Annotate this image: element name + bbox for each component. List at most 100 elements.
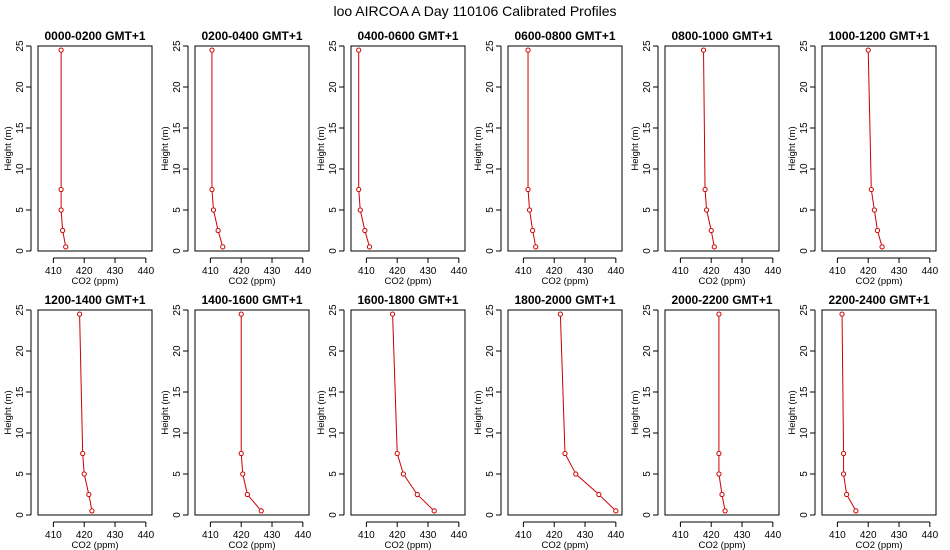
plot-frame xyxy=(37,309,153,516)
x-tick-label: 420 xyxy=(860,266,877,277)
x-tick-label: 430 xyxy=(734,266,751,277)
y-axis-label: Height (m) xyxy=(473,390,484,434)
y-tick-label: 20 xyxy=(485,345,496,357)
y-tick-label: 10 xyxy=(799,427,810,439)
y-tick-label: 5 xyxy=(642,207,653,213)
y-tick-label: 10 xyxy=(328,427,339,439)
y-tick-label: 25 xyxy=(642,40,653,52)
y-tick-label: 10 xyxy=(485,163,496,175)
x-tick-label: 430 xyxy=(264,530,281,541)
data-point xyxy=(80,450,86,457)
x-axis-label: CO2 (ppm) xyxy=(542,540,589,550)
panel: 1800-2000 GMT+1 410 420 430 440 CO2 (ppm) 0 5 10… xyxy=(473,293,625,550)
plot-frame xyxy=(194,45,310,252)
y-tick-label: 0 xyxy=(485,512,496,518)
data-point xyxy=(60,227,66,234)
y-tick-label: 25 xyxy=(328,40,339,52)
plot-frame xyxy=(350,309,466,516)
panel: 1400-1600 GMT+1 410 420 430 440 CO2 (ppm) 0 5 10… xyxy=(160,293,312,550)
x-tick-label: 440 xyxy=(921,530,938,541)
y-tick-label: 15 xyxy=(328,386,339,398)
x-tick-label: 430 xyxy=(577,530,594,541)
y-tick-label: 5 xyxy=(485,471,496,477)
y-tick-label: 10 xyxy=(172,427,183,439)
profile-segment xyxy=(711,232,715,245)
data-point xyxy=(840,471,847,477)
profile-segment xyxy=(218,232,223,245)
y-tick-label: 20 xyxy=(642,81,653,93)
profile-segment xyxy=(240,456,244,472)
data-point xyxy=(525,47,531,53)
x-tick-label: 420 xyxy=(546,530,563,541)
x-tick-label: 410 xyxy=(672,530,689,541)
panel: 0400-0600 GMT+1 410 420 430 440 CO2 (ppm) 0 5 10… xyxy=(316,29,468,287)
x-tick-label: 410 xyxy=(829,266,846,277)
y-tick-label: 5 xyxy=(485,207,496,213)
y-axis-label: Height (m) xyxy=(3,126,14,170)
data-point xyxy=(719,491,725,498)
x-tick-label: 410 xyxy=(358,266,375,277)
y-tick-label: 20 xyxy=(328,81,339,93)
data-point xyxy=(700,47,707,53)
y-tick-label: 20 xyxy=(642,345,653,357)
data-point xyxy=(844,491,850,498)
panel-title: 1800-2000 GMT+1 xyxy=(514,293,615,307)
x-axis-label: CO2 (ppm) xyxy=(856,276,903,287)
data-point xyxy=(215,227,221,234)
plot-frame xyxy=(821,45,937,252)
y-axis-label: Height (m) xyxy=(630,126,641,170)
data-point xyxy=(400,471,406,477)
y-tick-label: 10 xyxy=(15,163,26,175)
x-tick-label: 410 xyxy=(515,266,532,277)
profile-segment xyxy=(84,476,89,493)
y-tick-label: 5 xyxy=(172,471,183,477)
x-tick-label: 420 xyxy=(389,530,406,541)
data-point xyxy=(238,311,244,317)
y-tick-label: 0 xyxy=(642,512,653,518)
profile-segment xyxy=(559,316,566,451)
profile-segment xyxy=(843,476,847,493)
y-tick-label: 5 xyxy=(15,207,26,213)
y-tick-label: 25 xyxy=(15,40,26,52)
x-tick-label: 440 xyxy=(137,530,154,541)
y-tick-label: 5 xyxy=(328,207,339,213)
x-tick-label: 440 xyxy=(764,266,781,277)
profile-segment xyxy=(242,476,248,493)
x-axis-label: CO2 (ppm) xyxy=(385,540,432,550)
x-axis-label: CO2 (ppm) xyxy=(699,276,746,287)
panel: 1200-1400 GMT+1 410 420 430 440 CO2 (ppm) 0 5 10… xyxy=(3,293,155,550)
data-point xyxy=(840,450,847,457)
data-point xyxy=(533,244,539,250)
data-point xyxy=(573,471,579,477)
data-point xyxy=(722,508,728,514)
data-point xyxy=(366,244,373,250)
x-axis-label: CO2 (ppm) xyxy=(542,276,589,287)
data-point xyxy=(562,450,568,457)
profile-segment xyxy=(211,192,214,208)
y-tick-label: 15 xyxy=(15,386,26,398)
data-point xyxy=(389,311,396,317)
profile-segment xyxy=(392,316,398,451)
x-tick-label: 440 xyxy=(294,266,311,277)
x-tick-label: 410 xyxy=(358,530,375,541)
x-tick-label: 430 xyxy=(264,266,281,277)
x-tick-label: 410 xyxy=(45,266,62,277)
data-point xyxy=(58,186,64,193)
x-tick-label: 440 xyxy=(607,530,624,541)
data-point xyxy=(596,491,602,498)
y-tick-label: 10 xyxy=(172,163,183,175)
data-point xyxy=(240,471,246,477)
panel-title: 2200-2400 GMT+1 xyxy=(828,293,929,307)
profile-segment xyxy=(577,475,598,494)
panel-title: 1000-1200 GMT+1 xyxy=(828,29,929,43)
figure-title: loo AIRCOA A Day 110106 Calibrated Profi… xyxy=(333,3,616,19)
y-axis-label: Height (m) xyxy=(160,390,171,434)
x-tick-label: 420 xyxy=(389,266,406,277)
x-tick-label: 430 xyxy=(891,266,908,277)
plot-frame xyxy=(507,309,623,516)
profile-segment xyxy=(841,316,845,451)
data-point xyxy=(526,207,533,213)
plot-frame xyxy=(194,309,310,516)
x-tick-label: 430 xyxy=(577,266,594,277)
y-tick-label: 10 xyxy=(485,427,496,439)
